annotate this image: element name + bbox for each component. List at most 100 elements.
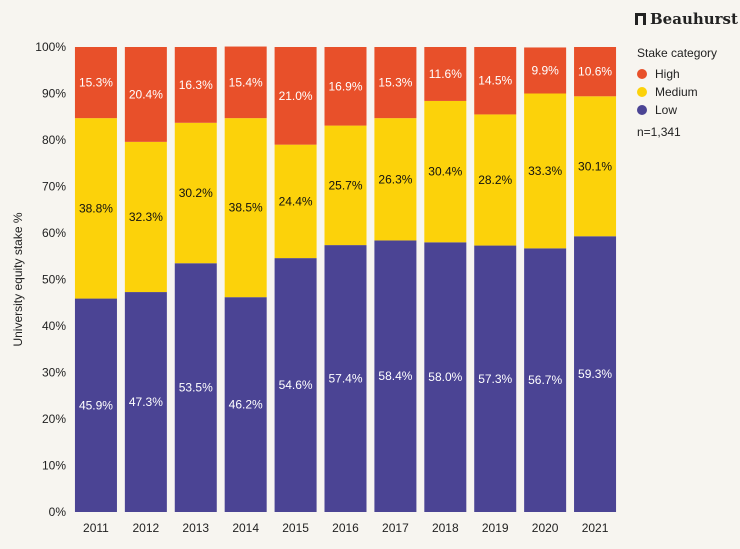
bar-segment-high <box>174 47 217 123</box>
bar-segment-high <box>324 47 367 126</box>
y-tick-label: 0% <box>49 505 67 519</box>
data-label-medium: 28.2% <box>478 173 512 187</box>
bar-segment-medium <box>174 122 217 264</box>
data-label-low: 59.3% <box>578 367 612 381</box>
x-tick-label: 2012 <box>133 521 160 535</box>
y-tick-label: 80% <box>42 133 66 147</box>
bar-segment-high <box>574 47 617 97</box>
data-label-high: 9.9% <box>531 63 559 77</box>
bar-segment-low <box>424 242 467 513</box>
bar-segment-medium <box>224 118 267 298</box>
bar-segment-medium <box>524 93 567 249</box>
brand-logo: Beauhurst <box>635 10 738 28</box>
legend-title: Stake category <box>637 46 718 60</box>
bar-segment-medium <box>324 125 367 246</box>
data-label-medium: 33.3% <box>528 164 562 178</box>
data-label-low: 56.7% <box>528 373 562 387</box>
data-label-low: 58.4% <box>378 369 412 383</box>
data-label-medium: 38.8% <box>79 201 113 215</box>
data-label-high: 15.4% <box>229 75 263 89</box>
legend-label-high: High <box>655 67 680 81</box>
data-label-high: 21.0% <box>279 89 313 103</box>
x-tick-label: 2019 <box>482 521 509 535</box>
bar-segment-low <box>324 245 367 512</box>
data-label-medium: 30.2% <box>179 186 213 200</box>
x-tick-label: 2018 <box>432 521 459 535</box>
data-label-low: 57.3% <box>478 372 512 386</box>
legend-label-medium: Medium <box>655 85 698 99</box>
bar-segment-high <box>274 47 317 145</box>
x-tick-label: 2011 <box>83 521 109 535</box>
y-tick-label: 50% <box>42 273 66 287</box>
bar-segment-high <box>474 47 517 115</box>
data-label-low: 58.0% <box>428 370 462 384</box>
y-tick-label: 100% <box>35 40 66 54</box>
y-tick-label: 70% <box>42 180 66 194</box>
data-label-medium: 32.3% <box>129 210 163 224</box>
legend: Stake category High Medium Low n=1,341 <box>637 46 737 139</box>
bar-segment-low <box>224 297 267 512</box>
data-label-low: 53.5% <box>179 381 213 395</box>
bar-segment-low <box>374 240 417 512</box>
data-label-medium: 38.5% <box>229 201 263 215</box>
data-label-low: 57.4% <box>328 372 362 386</box>
data-label-low: 54.6% <box>279 378 313 392</box>
data-label-high: 11.6% <box>429 67 462 81</box>
data-label-high: 16.3% <box>179 78 213 92</box>
bar-segment-low <box>124 292 167 512</box>
y-tick-label: 30% <box>42 366 66 380</box>
x-tick-label: 2014 <box>232 521 259 535</box>
data-label-low: 46.2% <box>229 398 263 412</box>
y-tick-label: 40% <box>42 319 66 333</box>
legend-label-low: Low <box>655 103 678 117</box>
legend-item-medium: Medium <box>637 83 737 101</box>
x-tick-label: 2021 <box>582 521 609 535</box>
bar-segment-high <box>124 47 167 142</box>
data-label-low: 45.9% <box>79 398 113 412</box>
brand-logo-icon <box>635 13 646 25</box>
data-label-medium: 25.7% <box>328 178 362 192</box>
y-axis-title: University equity stake % <box>11 212 25 346</box>
bar-segment-medium <box>124 141 167 293</box>
bar-segment-medium <box>474 114 517 246</box>
sample-size-note: n=1,341 <box>637 125 681 139</box>
data-label-medium: 30.1% <box>578 159 612 173</box>
bar-segment-high <box>524 47 567 94</box>
data-label-high: 14.5% <box>478 74 512 88</box>
legend-swatch-medium <box>637 87 647 97</box>
data-label-high: 15.3% <box>79 76 113 90</box>
bar-segment-low <box>274 258 317 512</box>
bar-segment-low <box>524 248 567 512</box>
y-tick-label: 90% <box>42 87 66 101</box>
x-tick-label: 2016 <box>332 521 359 535</box>
bar-segment-low <box>74 298 117 512</box>
legend-swatch-low <box>637 105 647 115</box>
bar-segment-medium <box>374 118 417 241</box>
y-tick-label: 60% <box>42 226 66 240</box>
data-label-high: 15.3% <box>378 76 412 90</box>
y-tick-label: 20% <box>42 412 66 426</box>
bar-segment-medium <box>574 96 617 237</box>
bar-segment-low <box>174 263 217 512</box>
legend-item-low: Low <box>637 101 737 119</box>
data-label-high: 16.9% <box>328 79 362 93</box>
x-tick-label: 2017 <box>382 521 409 535</box>
data-label-low: 47.3% <box>129 395 163 409</box>
legend-item-high: High <box>637 65 737 83</box>
bar-segment-medium <box>424 100 467 243</box>
bar-segment-high <box>374 47 417 119</box>
brand-name: Beauhurst <box>650 10 738 28</box>
x-tick-label: 2013 <box>182 521 209 535</box>
legend-swatch-high <box>637 69 647 79</box>
x-tick-label: 2015 <box>282 521 309 535</box>
data-label-high: 20.4% <box>129 87 163 101</box>
data-label-high: 10.6% <box>578 65 612 79</box>
data-label-medium: 30.4% <box>428 165 462 179</box>
bar-segment-medium <box>274 144 317 259</box>
y-tick-label: 10% <box>42 459 66 473</box>
bar-segment-high <box>74 47 117 119</box>
x-tick-label: 2020 <box>532 521 559 535</box>
bar-segment-medium <box>74 118 117 299</box>
bar-segment-high <box>224 46 267 119</box>
